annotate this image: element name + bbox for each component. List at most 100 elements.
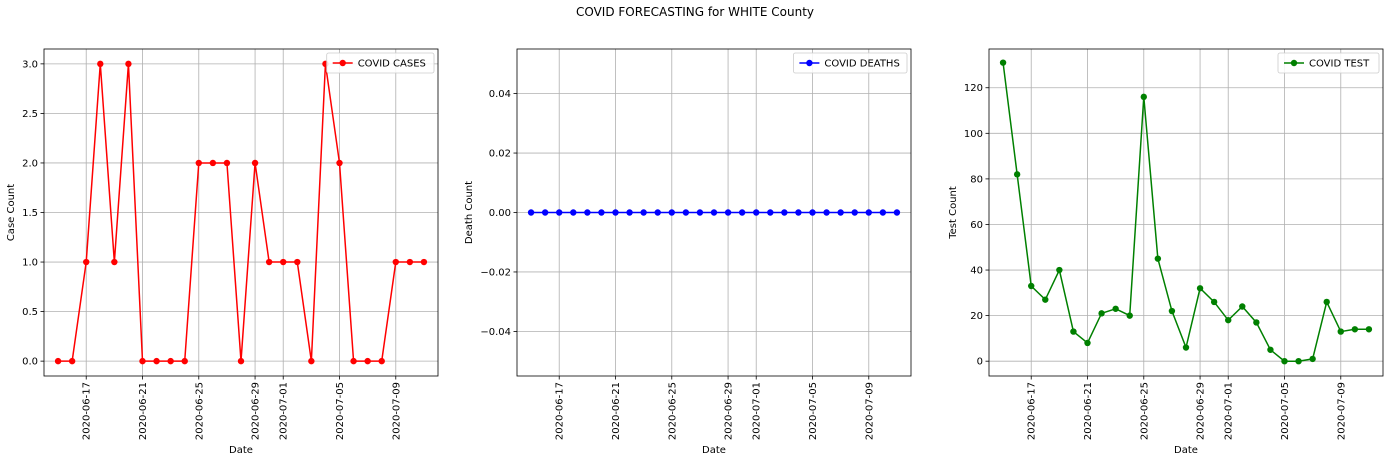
chart-1-point-15 bbox=[265, 258, 273, 266]
chart-3-xtick-label-3: 2020-06-29 bbox=[1196, 382, 1207, 440]
chart-3-point-5 bbox=[1070, 328, 1077, 335]
chart-1-legend: COVID CASES bbox=[326, 52, 435, 74]
chart-2-point-11 bbox=[682, 209, 690, 216]
chart-2-xtick-label-3: 2020-06-29 bbox=[724, 382, 735, 440]
chart-3-legend-marker bbox=[1290, 59, 1298, 67]
chart-3-xtick-label-2: 2020-06-25 bbox=[1139, 382, 1150, 440]
chart-3-point-21 bbox=[1295, 357, 1302, 365]
chart-3-point-9 bbox=[1126, 312, 1133, 319]
chart-2-point-18 bbox=[781, 209, 788, 216]
chart-3-xtick-label-4: 2020-07-01 bbox=[1224, 382, 1235, 440]
chart-2-legend: COVID DEATHS bbox=[793, 52, 908, 74]
chart-1-ylabel: Case Count bbox=[6, 184, 17, 241]
chart-1-xtick-label-1: 2020-06-21 bbox=[138, 382, 149, 440]
chart-2: −0.04 −0.02 0.00 0.02 0.04 2020-06-17 2020-06-… bbox=[464, 48, 912, 456]
chart-1-xtick-label-6: 2020-07-09 bbox=[391, 382, 402, 440]
chart-3-legend: COVID TEST bbox=[1277, 52, 1380, 74]
chart-2-ytick-label-2: 0.00 bbox=[489, 208, 511, 219]
chart-2-point-13 bbox=[710, 209, 718, 216]
chart-3-ytick-label-0: 0 bbox=[977, 357, 983, 368]
chart-1-xtick-label-3: 2020-06-29 bbox=[251, 382, 262, 440]
chart-2-point-5 bbox=[598, 209, 605, 216]
chart-1-point-13 bbox=[237, 357, 245, 365]
chart-1-point-16 bbox=[280, 258, 287, 266]
chart-3-point-12 bbox=[1168, 307, 1176, 315]
chart-1-ytick-label-3: 1.5 bbox=[22, 208, 38, 219]
chart-2-point-9 bbox=[654, 209, 661, 216]
chart-1-point-20 bbox=[336, 159, 343, 167]
chart-3-grid bbox=[989, 49, 1383, 376]
chart-2-point-8 bbox=[640, 209, 647, 216]
chart-1-grid bbox=[44, 49, 438, 376]
chart-2-legend-label: COVID DEATHS bbox=[824, 59, 899, 70]
figure-title: COVID FORECASTING for WHITE County bbox=[575, 5, 815, 19]
chart-1-point-7 bbox=[153, 357, 160, 365]
chart-1-point-5 bbox=[125, 60, 132, 68]
chart-3-point-14 bbox=[1196, 285, 1204, 292]
chart-2-point-22 bbox=[837, 209, 844, 216]
chart-1-ytick-label-4: 2.0 bbox=[22, 158, 38, 169]
chart-3-point-23 bbox=[1323, 298, 1330, 306]
chart-3-xtick-label-6: 2020-07-09 bbox=[1336, 382, 1347, 440]
chart-1-point-6 bbox=[139, 357, 146, 365]
chart-3-xtick-label-0: 2020-06-17 bbox=[1027, 382, 1038, 440]
chart-3-legend-label: COVID TEST bbox=[1309, 59, 1370, 70]
chart-1-xtick-label-5: 2020-07-05 bbox=[335, 382, 346, 440]
chart-2-xlabel: Date bbox=[702, 445, 726, 456]
chart-2-point-16 bbox=[753, 209, 760, 216]
chart-3-legend-box bbox=[1277, 52, 1380, 74]
chart-2-point-24 bbox=[865, 209, 872, 216]
chart-1-point-0 bbox=[54, 357, 62, 365]
chart-3-ytick-label-6: 120 bbox=[964, 83, 983, 94]
chart-2-xtick-label-1: 2020-06-21 bbox=[611, 382, 622, 440]
chart-1-point-24 bbox=[392, 258, 399, 266]
chart-1-point-12 bbox=[223, 159, 231, 167]
chart-1-point-21 bbox=[350, 357, 357, 365]
chart-3-xlabel: Date bbox=[1174, 445, 1198, 456]
chart-2-ytick-label-0: −0.04 bbox=[480, 327, 511, 338]
chart-1: 0.0 0.5 1.0 1.5 2.0 2.5 3.0 2020-06-17 2020-06-2… bbox=[6, 48, 439, 456]
chart-1-xtick-label-4: 2020-07-01 bbox=[279, 382, 290, 440]
chart-3-point-20 bbox=[1281, 357, 1288, 365]
chart-1-point-23 bbox=[378, 357, 385, 365]
chart-3-ylabel: Test Count bbox=[948, 186, 959, 240]
chart-3-ytick-label-4: 80 bbox=[970, 174, 983, 185]
chart-1-point-26 bbox=[420, 258, 428, 266]
chart-2-point-6 bbox=[612, 209, 619, 216]
chart-1-legend-box bbox=[326, 52, 435, 74]
chart-2-point-19 bbox=[795, 209, 802, 216]
chart-1-point-17 bbox=[294, 258, 301, 266]
chart-1-xlabel: Date bbox=[229, 445, 253, 456]
chart-3-point-15 bbox=[1210, 298, 1218, 306]
chart-2-xtick-label-2: 2020-06-25 bbox=[667, 382, 678, 440]
chart-1-point-1 bbox=[68, 357, 76, 365]
chart-2-point-3 bbox=[570, 209, 577, 216]
chart-1-ytick-label-1: 0.5 bbox=[22, 307, 38, 318]
chart-3-ytick-label-5: 100 bbox=[964, 129, 983, 140]
chart-2-point-26 bbox=[893, 209, 901, 216]
chart-1-point-4 bbox=[111, 258, 118, 266]
chart-2-point-15 bbox=[738, 209, 746, 216]
chart-3-ytick-label-3: 60 bbox=[970, 220, 983, 231]
chart-3-point-7 bbox=[1098, 310, 1105, 317]
chart-2-point-2 bbox=[556, 209, 563, 216]
chart-1-point-14 bbox=[251, 159, 259, 167]
chart-3-point-17 bbox=[1239, 303, 1246, 310]
chart-1-point-18 bbox=[308, 357, 315, 365]
chart-1-ytick-label-5: 2.5 bbox=[22, 109, 38, 120]
chart-2-point-25 bbox=[879, 209, 887, 216]
chart-3-point-26 bbox=[1365, 326, 1373, 333]
chart-3-point-18 bbox=[1253, 319, 1260, 326]
chart-3-xtick-label-5: 2020-07-05 bbox=[1280, 382, 1291, 440]
chart-1-point-22 bbox=[364, 357, 371, 365]
chart-1-ytick-label-0: 0.0 bbox=[22, 357, 38, 368]
chart-1-xtick-label-2: 2020-06-25 bbox=[194, 382, 205, 440]
chart-3-point-10 bbox=[1140, 93, 1147, 101]
chart-2-ytick-label-4: 0.04 bbox=[489, 89, 511, 100]
chart-1-point-2 bbox=[83, 258, 90, 266]
chart-3-ytick-label-1: 20 bbox=[970, 311, 983, 322]
chart-2-point-4 bbox=[584, 209, 591, 216]
chart-3-point-25 bbox=[1351, 326, 1359, 333]
chart-1-ytick-label-6: 3.0 bbox=[22, 59, 38, 70]
